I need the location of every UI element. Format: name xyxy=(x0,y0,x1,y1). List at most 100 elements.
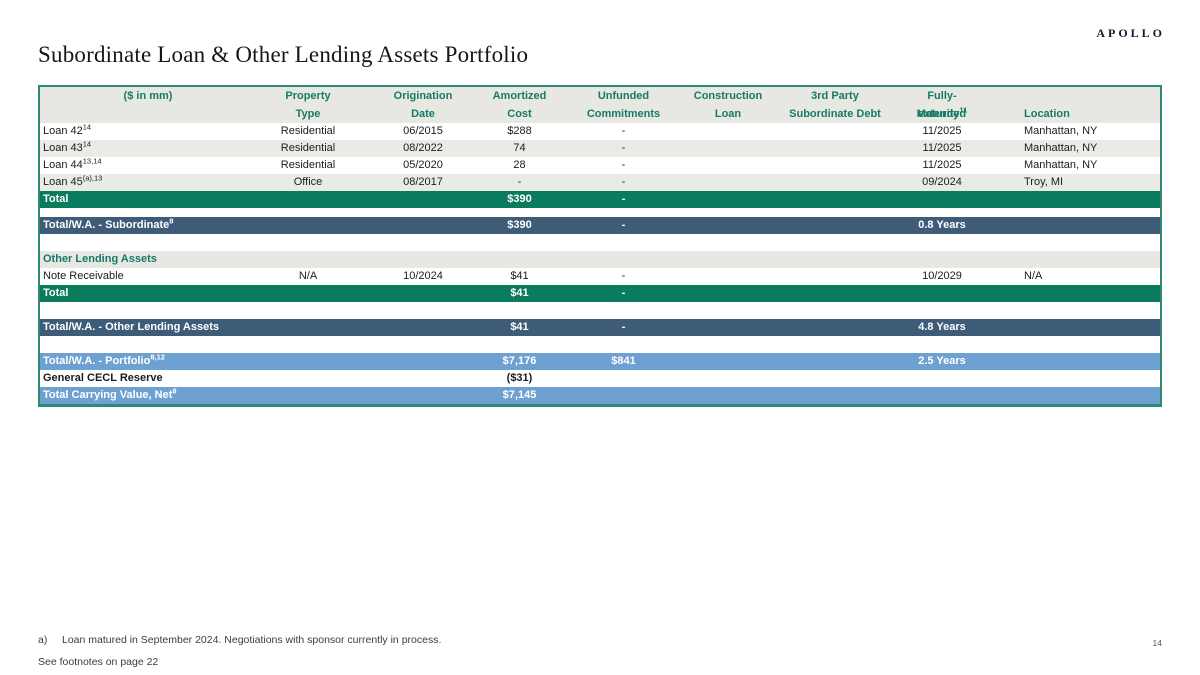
col-header-fully-extended-maturity: Fully-extended Maturity11 xyxy=(905,87,979,123)
row-label: Total/W.A. - Subordinate8 xyxy=(40,217,253,234)
footnote-a-label: a) xyxy=(38,634,62,646)
table-cell xyxy=(905,251,979,268)
table-cell xyxy=(905,191,979,208)
table-cell: - xyxy=(483,174,556,191)
col-header-construction-loan: ConstructionLoan xyxy=(691,87,765,123)
table-cell: Residential xyxy=(253,123,363,140)
col-header-units: ($ in mm) xyxy=(40,87,253,123)
row-label: Total xyxy=(40,285,253,302)
footnote-a: a)Loan matured in September 2024. Negoti… xyxy=(38,634,441,646)
footnote-a-text: Loan matured in September 2024. Negotiat… xyxy=(62,634,441,646)
table-cell: N/A xyxy=(979,268,1160,285)
table-cell: 08/2022 xyxy=(363,140,483,157)
table-cell xyxy=(765,217,905,234)
table-cell xyxy=(979,370,1160,387)
table-cell xyxy=(483,251,556,268)
table-cell xyxy=(979,353,1160,370)
table-row: Total Carrying Value, Net8$7,145 xyxy=(40,387,1160,404)
spacer-row xyxy=(40,302,1160,319)
table-row: Other Lending Assets xyxy=(40,251,1160,268)
footnote-ref: 11 xyxy=(959,105,967,114)
table-cell: 28 xyxy=(483,157,556,174)
table-row: Loan 4413,14Residential05/202028-11/2025… xyxy=(40,157,1160,174)
table-cell: - xyxy=(556,191,691,208)
col-header-3rd-party-subordinate-debt: 3rd PartySubordinate Debt xyxy=(765,87,905,123)
table-cell: $7,176 xyxy=(483,353,556,370)
table-cell xyxy=(363,353,483,370)
table-cell: 11/2025 xyxy=(905,123,979,140)
table-cell: $41 xyxy=(483,319,556,336)
table-cell xyxy=(691,191,765,208)
table-cell xyxy=(691,140,765,157)
table-cell xyxy=(765,268,905,285)
table-row: Total$41- xyxy=(40,285,1160,302)
table-cell: $41 xyxy=(483,285,556,302)
footnote-ref: 8 xyxy=(169,217,173,225)
table-cell xyxy=(691,123,765,140)
table-cell xyxy=(363,285,483,302)
row-label: Total xyxy=(40,191,253,208)
row-label: Loan 4214 xyxy=(40,123,253,140)
table-cell xyxy=(556,387,691,404)
table-cell: $288 xyxy=(483,123,556,140)
table-cell xyxy=(979,217,1160,234)
row-label: Other Lending Assets xyxy=(40,251,253,268)
table-cell: 06/2015 xyxy=(363,123,483,140)
footnote-ref: 13,14 xyxy=(83,157,102,165)
table-row: Total/W.A. - Subordinate8$390-0.8 Years xyxy=(40,217,1160,234)
table-cell xyxy=(765,123,905,140)
table-cell xyxy=(691,174,765,191)
table-cell xyxy=(691,268,765,285)
footnote-ref: 8 xyxy=(172,387,176,395)
table-cell xyxy=(765,174,905,191)
page-title: Subordinate Loan & Other Lending Assets … xyxy=(38,42,528,68)
portfolio-table-body: Loan 4214Residential06/2015$288-11/2025M… xyxy=(40,123,1160,404)
row-label: Note Receivable xyxy=(40,268,253,285)
table-row: Loan 4314Residential08/202274-11/2025Man… xyxy=(40,140,1160,157)
table-cell xyxy=(253,191,363,208)
table-cell xyxy=(765,251,905,268)
table-row: Total/W.A. - Other Lending Assets$41-4.8… xyxy=(40,319,1160,336)
table-cell xyxy=(905,285,979,302)
table-cell: Troy, MI xyxy=(979,174,1160,191)
table-cell xyxy=(691,217,765,234)
table-cell: $41 xyxy=(483,268,556,285)
table-cell: Office xyxy=(253,174,363,191)
table-cell xyxy=(556,251,691,268)
table-row: Loan 4214Residential06/2015$288-11/2025M… xyxy=(40,123,1160,140)
table-cell: - xyxy=(556,217,691,234)
table-row: Loan 45(a),13Office08/2017--09/2024Troy,… xyxy=(40,174,1160,191)
row-label: Loan 4413,14 xyxy=(40,157,253,174)
table-cell: - xyxy=(556,157,691,174)
table-cell xyxy=(765,191,905,208)
table-cell xyxy=(363,191,483,208)
table-cell: Residential xyxy=(253,157,363,174)
table-cell: Manhattan, NY xyxy=(979,123,1160,140)
table-cell xyxy=(253,217,363,234)
footnote-see-page: See footnotes on page 22 xyxy=(38,656,158,668)
table-cell xyxy=(691,387,765,404)
row-label: Total Carrying Value, Net8 xyxy=(40,387,253,404)
table-cell xyxy=(691,251,765,268)
table-row: Total/W.A. - Portfolio8,12$7,176$8412.5 … xyxy=(40,353,1160,370)
table-cell: ($31) xyxy=(483,370,556,387)
table-cell xyxy=(979,319,1160,336)
table-cell: 08/2017 xyxy=(363,174,483,191)
col-header-origination-date: OriginationDate xyxy=(363,87,483,123)
table-cell xyxy=(765,387,905,404)
table-cell: $390 xyxy=(483,217,556,234)
row-label: General CECL Reserve xyxy=(40,370,253,387)
table-cell: 05/2020 xyxy=(363,157,483,174)
table-cell xyxy=(691,157,765,174)
table-cell xyxy=(363,217,483,234)
table-cell: - xyxy=(556,268,691,285)
footnote-ref: 8,12 xyxy=(150,353,165,361)
table-row: Total$390- xyxy=(40,191,1160,208)
table-cell xyxy=(765,285,905,302)
table-cell: Residential xyxy=(253,140,363,157)
row-label: Loan 4314 xyxy=(40,140,253,157)
table-cell xyxy=(979,285,1160,302)
col-header-location: Location xyxy=(979,87,1160,123)
table-cell xyxy=(253,319,363,336)
table-cell xyxy=(691,285,765,302)
